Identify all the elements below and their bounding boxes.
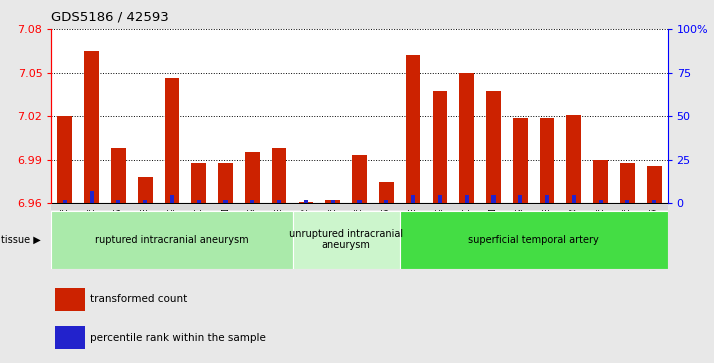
Bar (545, 195, 549, 203)
Bar (170, 195, 174, 203)
Bar (55, 287, 85, 311)
Bar (647, 166, 662, 203)
Bar (513, 118, 528, 203)
Text: tissue ▶: tissue ▶ (1, 234, 41, 245)
Bar (593, 160, 608, 203)
Bar (465, 195, 468, 203)
Bar (111, 148, 126, 203)
Bar (191, 163, 206, 203)
Text: percentile rank within the sample: percentile rank within the sample (90, 333, 266, 343)
Bar (55, 326, 85, 349)
Bar (326, 200, 340, 203)
Text: GDS5186 / 42593: GDS5186 / 42593 (51, 11, 169, 24)
Bar (358, 200, 361, 203)
Bar (245, 152, 260, 203)
Bar (293, 211, 400, 269)
Bar (598, 200, 603, 203)
Bar (57, 116, 72, 203)
Bar (491, 195, 496, 203)
Bar (304, 200, 308, 203)
Bar (352, 155, 367, 203)
Bar (116, 200, 121, 203)
Text: superficial temporal artery: superficial temporal artery (468, 234, 599, 245)
Bar (63, 200, 67, 203)
Bar (384, 200, 388, 203)
Bar (411, 195, 415, 203)
Bar (84, 51, 99, 203)
Text: unruptured intracranial
aneurysm: unruptured intracranial aneurysm (289, 229, 403, 250)
Bar (218, 163, 233, 203)
Bar (438, 195, 442, 203)
Bar (298, 202, 313, 203)
Bar (486, 91, 501, 203)
Bar (572, 195, 576, 203)
Bar (518, 195, 523, 203)
Bar (406, 55, 421, 203)
Bar (196, 200, 201, 203)
Bar (272, 148, 286, 203)
Text: ruptured intracranial aneurysm: ruptured intracranial aneurysm (95, 234, 248, 245)
Bar (540, 118, 554, 203)
Bar (165, 78, 179, 203)
Bar (251, 200, 254, 203)
Bar (223, 200, 228, 203)
Text: transformed count: transformed count (90, 294, 188, 304)
Bar (652, 200, 656, 203)
Bar (400, 211, 668, 269)
Bar (625, 200, 630, 203)
Bar (331, 200, 335, 203)
Bar (277, 200, 281, 203)
Bar (89, 191, 94, 203)
Bar (143, 200, 147, 203)
Bar (138, 177, 153, 203)
Bar (433, 91, 447, 203)
Bar (620, 163, 635, 203)
Bar (379, 182, 393, 203)
Bar (51, 211, 293, 269)
Bar (566, 115, 581, 203)
Bar (459, 73, 474, 203)
